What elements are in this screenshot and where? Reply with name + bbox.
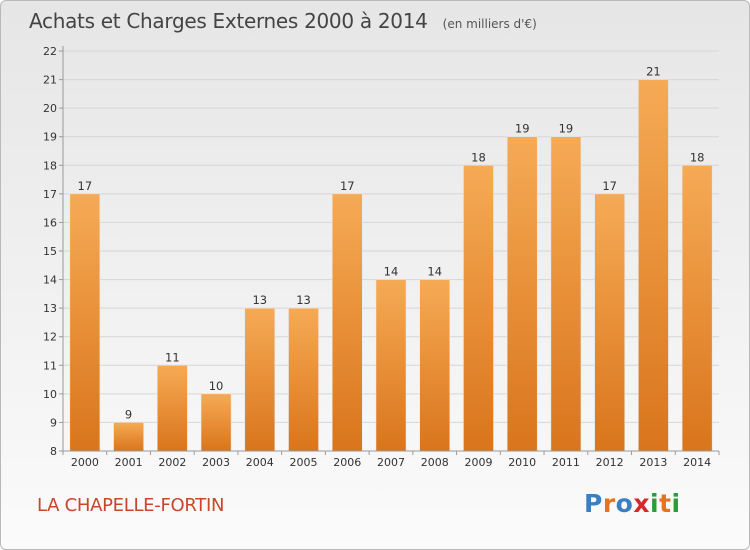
x-tick-label-2006: 2006 bbox=[333, 456, 361, 469]
logo-letter: o bbox=[615, 489, 634, 518]
bar-2014 bbox=[681, 165, 713, 452]
x-tick-label-2008: 2008 bbox=[421, 456, 449, 469]
x-tick-label-2011: 2011 bbox=[552, 456, 580, 469]
x-tick-label-2000: 2000 bbox=[71, 456, 99, 469]
bar-2001 bbox=[113, 422, 144, 452]
value-label-2011: 19 bbox=[559, 122, 574, 136]
bar-2004 bbox=[244, 307, 276, 452]
y-tick-label: 19 bbox=[43, 131, 57, 144]
value-label-2008: 14 bbox=[427, 265, 442, 279]
y-tick-label: 20 bbox=[43, 102, 57, 115]
x-tick-label-2010: 2010 bbox=[508, 456, 536, 469]
y-tick-label: 18 bbox=[43, 159, 57, 172]
chart-unit: (en milliers d'€) bbox=[442, 17, 537, 31]
y-tick-label: 10 bbox=[43, 388, 57, 401]
x-tick-label-2005: 2005 bbox=[290, 456, 318, 469]
value-label-2000: 17 bbox=[78, 179, 93, 193]
value-label-2010: 19 bbox=[515, 122, 530, 136]
x-tick-label-2003: 2003 bbox=[202, 456, 230, 469]
commune-name: LA CHAPELLE-FORTIN bbox=[37, 495, 225, 516]
value-label-2004: 13 bbox=[252, 293, 267, 307]
bar-2012 bbox=[594, 193, 625, 452]
y-tick-label: 15 bbox=[43, 245, 57, 258]
y-tick-label: 21 bbox=[43, 74, 57, 87]
logo-letter: r bbox=[602, 489, 616, 518]
y-tick-label: 14 bbox=[43, 274, 57, 287]
value-label-2009: 18 bbox=[471, 150, 486, 164]
bar-2007 bbox=[375, 279, 407, 452]
value-label-2014: 18 bbox=[690, 150, 705, 164]
x-tick-label-2007: 2007 bbox=[377, 456, 405, 469]
logo-letter: i bbox=[671, 489, 681, 518]
x-tick-label-2001: 2001 bbox=[115, 456, 143, 469]
x-tick-label-2002: 2002 bbox=[158, 456, 186, 469]
logo-letter: x bbox=[633, 489, 650, 518]
bar-2005 bbox=[288, 307, 319, 452]
bar-2011 bbox=[550, 136, 582, 452]
logo-letter: t bbox=[659, 489, 672, 518]
y-tick-label: 22 bbox=[43, 45, 57, 58]
value-label-2012: 17 bbox=[602, 179, 617, 193]
value-label-2005: 13 bbox=[296, 293, 311, 307]
bar-2006 bbox=[332, 193, 363, 452]
bar-2010 bbox=[506, 136, 538, 452]
y-tick-label: 13 bbox=[43, 302, 57, 315]
x-tick-label-2009: 2009 bbox=[464, 456, 492, 469]
logo-letter: P bbox=[584, 489, 603, 518]
bar-2008 bbox=[419, 279, 450, 452]
bar-2000 bbox=[69, 193, 101, 452]
proxiti-logo: Proxiti bbox=[584, 489, 681, 518]
x-tick-label-2004: 2004 bbox=[246, 456, 274, 469]
chart-title: Achats et Charges Externes 2000 à 2014 bbox=[29, 9, 428, 33]
x-tick-label-2013: 2013 bbox=[639, 456, 667, 469]
bar-2013 bbox=[638, 79, 669, 452]
y-tick-label: 8 bbox=[50, 445, 57, 458]
value-label-2007: 14 bbox=[384, 265, 399, 279]
x-tick-label-2014: 2014 bbox=[683, 456, 711, 469]
y-tick-label: 16 bbox=[43, 216, 57, 229]
value-label-2013: 21 bbox=[646, 65, 661, 79]
bar-2002 bbox=[157, 365, 188, 452]
value-label-2001: 9 bbox=[125, 407, 132, 421]
value-label-2003: 10 bbox=[209, 379, 224, 393]
title-row: Achats et Charges Externes 2000 à 2014 (… bbox=[29, 9, 537, 33]
value-label-2002: 11 bbox=[165, 350, 180, 364]
y-tick-label: 17 bbox=[43, 188, 57, 201]
y-tick-label: 12 bbox=[43, 331, 57, 344]
bar-2009 bbox=[463, 165, 494, 452]
value-label-2006: 17 bbox=[340, 179, 355, 193]
y-tick-label: 11 bbox=[43, 359, 57, 372]
logo-letter: i bbox=[650, 489, 660, 518]
bar-2003 bbox=[200, 393, 232, 452]
y-tick-label: 9 bbox=[50, 416, 57, 429]
x-tick-label-2012: 2012 bbox=[596, 456, 624, 469]
